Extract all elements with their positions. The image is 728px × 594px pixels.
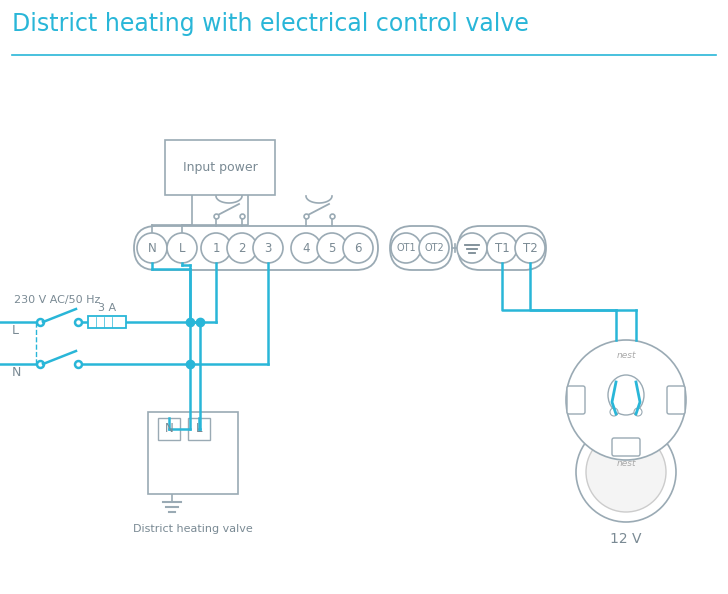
Circle shape [227, 233, 257, 263]
Text: N: N [148, 242, 157, 254]
Circle shape [566, 340, 686, 460]
FancyBboxPatch shape [165, 140, 275, 195]
FancyBboxPatch shape [458, 226, 546, 270]
Text: L: L [179, 242, 185, 254]
Circle shape [253, 233, 283, 263]
Circle shape [457, 233, 487, 263]
Circle shape [343, 233, 373, 263]
Circle shape [167, 233, 197, 263]
FancyBboxPatch shape [148, 412, 238, 494]
Circle shape [201, 233, 231, 263]
Circle shape [137, 233, 167, 263]
Text: 3: 3 [264, 242, 272, 254]
Text: 4: 4 [302, 242, 309, 254]
Text: T2: T2 [523, 242, 537, 254]
Text: 3 A: 3 A [98, 303, 116, 313]
FancyBboxPatch shape [567, 386, 585, 414]
Text: 1: 1 [213, 242, 220, 254]
Circle shape [391, 233, 421, 263]
Text: L: L [12, 324, 19, 337]
Text: 230 V AC/50 Hz: 230 V AC/50 Hz [14, 295, 100, 305]
Text: District heating valve: District heating valve [133, 524, 253, 534]
FancyBboxPatch shape [134, 226, 378, 270]
Text: nest: nest [616, 352, 636, 361]
FancyBboxPatch shape [158, 418, 180, 440]
Text: L: L [196, 422, 202, 435]
FancyBboxPatch shape [390, 226, 452, 270]
Text: nest: nest [616, 460, 636, 469]
Circle shape [634, 408, 642, 416]
Text: 6: 6 [355, 242, 362, 254]
Text: District heating with electrical control valve: District heating with electrical control… [12, 12, 529, 36]
Ellipse shape [608, 375, 644, 415]
Circle shape [610, 408, 618, 416]
FancyBboxPatch shape [188, 418, 210, 440]
Circle shape [576, 422, 676, 522]
Circle shape [586, 432, 666, 512]
Text: 5: 5 [328, 242, 336, 254]
Text: 2: 2 [238, 242, 246, 254]
Text: OT2: OT2 [424, 243, 444, 253]
Text: 12 V: 12 V [610, 532, 642, 546]
Text: N: N [165, 422, 173, 435]
FancyBboxPatch shape [667, 386, 685, 414]
FancyBboxPatch shape [612, 438, 640, 456]
Bar [88, 316, 126, 328]
Text: OT1: OT1 [396, 243, 416, 253]
Text: Input power: Input power [183, 161, 258, 174]
Text: T1: T1 [494, 242, 510, 254]
Circle shape [515, 233, 545, 263]
Circle shape [291, 233, 321, 263]
Circle shape [487, 233, 517, 263]
Circle shape [419, 233, 449, 263]
Circle shape [317, 233, 347, 263]
Text: N: N [12, 366, 21, 379]
